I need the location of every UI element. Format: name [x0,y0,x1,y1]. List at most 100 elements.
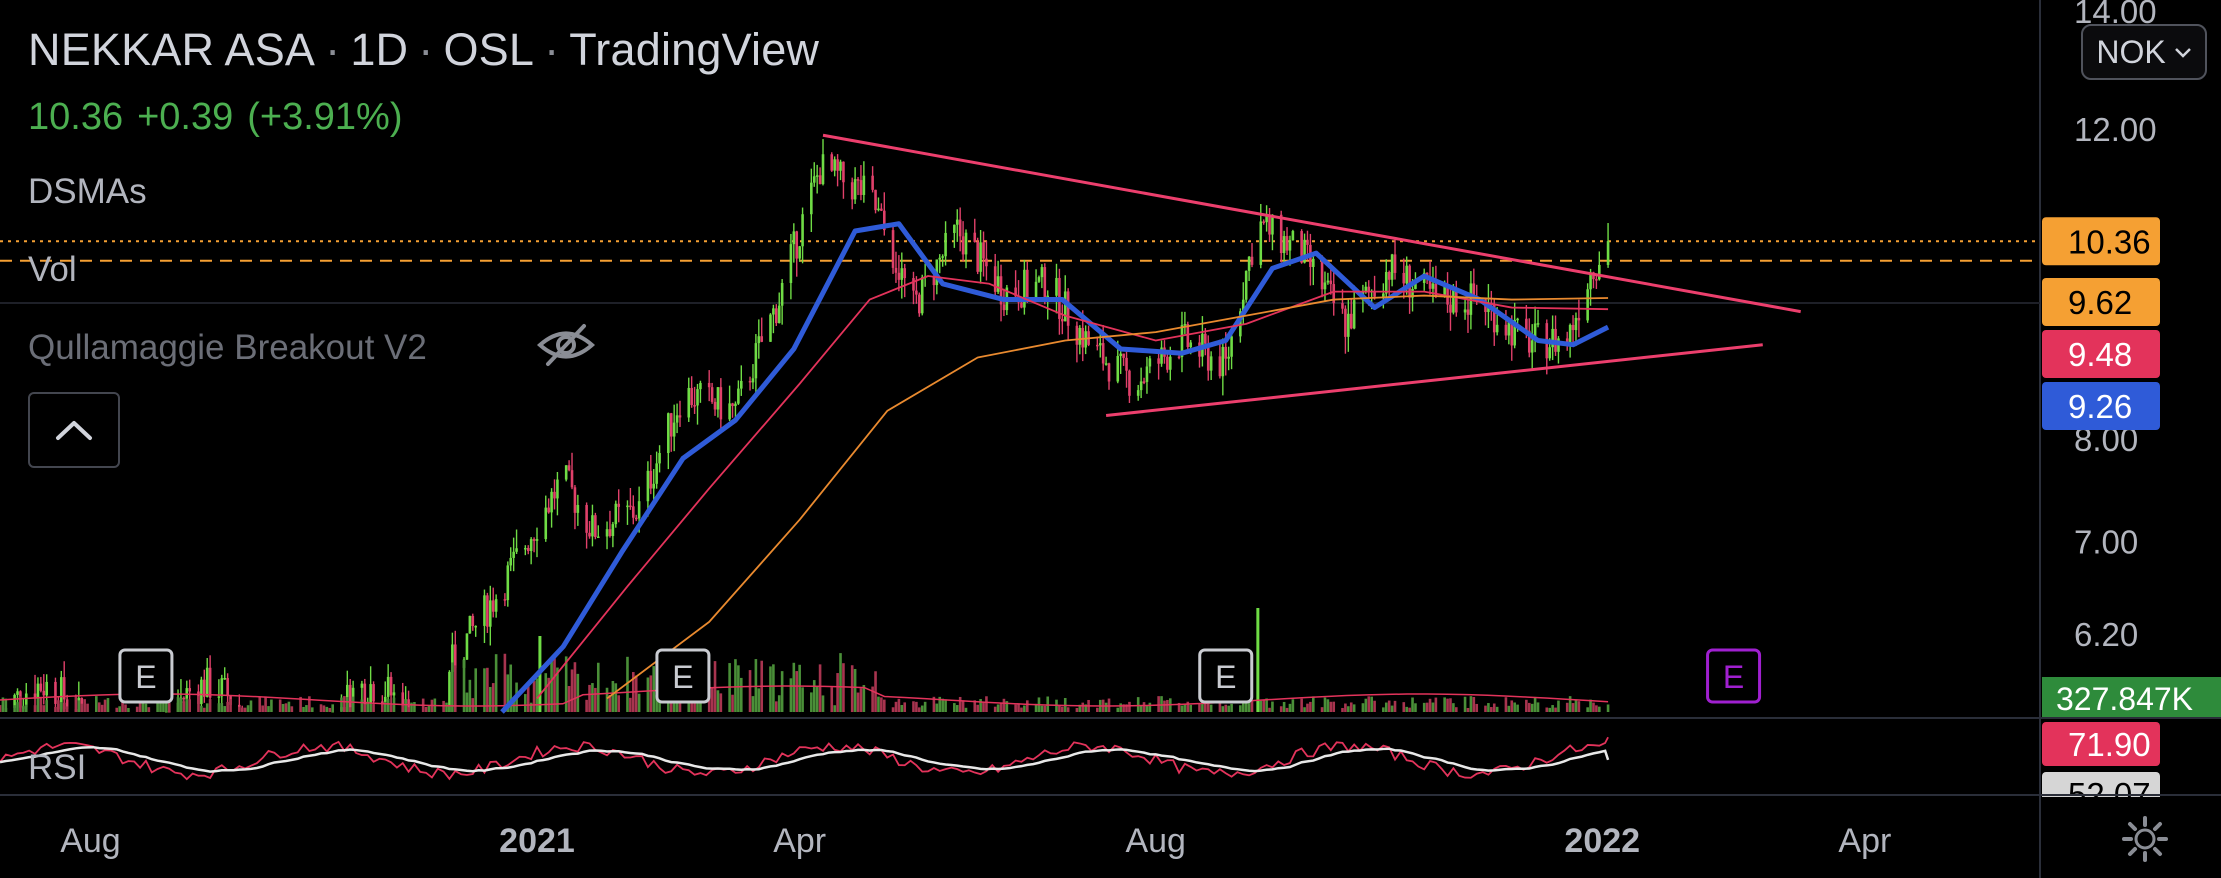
volume-bar [1466,707,1470,712]
volume-bar [915,701,918,712]
interval[interactable]: 1D [350,24,409,75]
volume-bar [1259,700,1263,712]
volume-bar [404,699,407,712]
candle-body [1428,278,1432,289]
volume-label-bg [2042,677,2221,717]
volume-bar [1265,698,1268,712]
volume-bar [941,698,944,712]
candle-body [1367,286,1371,292]
volume-bar [1066,707,1070,712]
candle-body [699,382,702,390]
hidden-eye-icon[interactable] [536,322,596,368]
candle-body [632,506,635,518]
candle-body [979,242,982,272]
volume-bar [710,687,714,712]
volume-bar [261,705,264,712]
volume-bar [1148,702,1152,712]
volume-bar [585,699,588,712]
volume-bar [871,686,874,712]
volume-bar [1221,706,1225,712]
volume-bar [264,696,267,712]
candle-body [798,246,801,259]
candle-body [818,175,822,185]
candle-body [1063,291,1067,322]
currency-select[interactable]: NOK [2081,24,2207,80]
candle-body [944,232,947,257]
candle-body [594,515,597,538]
candle-body [1452,289,1455,313]
candle-body [1268,216,1271,235]
candle-body [1227,356,1230,359]
candle-body [719,387,723,420]
candle-body [862,175,866,195]
earnings-marker: E [655,648,711,704]
volume-bar [588,684,591,712]
ma-line-sma_mid [536,275,1609,700]
volume-bar [310,707,314,712]
volume-bar [1510,700,1514,712]
candle-body [687,387,691,418]
candle-body [821,154,825,185]
volume-bar [165,699,168,712]
indicator-dsmas[interactable]: DSMAs [28,172,147,211]
volume-bar [961,700,965,712]
volume-bar [737,665,740,712]
candle-body [605,529,609,537]
collapse-legend-button[interactable] [28,392,120,468]
volume-bar [1422,702,1426,712]
candle-body [1145,366,1149,382]
candle-body [1101,343,1105,364]
candle-body [1221,346,1225,377]
volume-bar [716,690,720,712]
price-label-badge: 9.48 [2042,330,2160,378]
candle-body [1239,311,1242,337]
price-axis-tick: 6.20 [2074,616,2138,653]
candle-body [1107,363,1111,382]
volume-bar [45,700,48,712]
indicator-breakout[interactable]: Qullamaggie Breakout V2 [28,328,427,367]
volume-bar [1393,700,1397,712]
volume-bar [1344,703,1347,712]
volume-bar [287,701,291,712]
volume-bar [1116,707,1120,712]
candle-body [731,403,734,407]
volume-bar [1309,701,1312,712]
candle-body [200,679,203,704]
indicator-rsi[interactable]: RSI [28,748,87,787]
candle-body [754,343,758,379]
indicator-vol[interactable]: Vol [28,250,77,289]
candle-body [1455,289,1458,313]
volume-bar [1472,697,1476,712]
candle-body [1525,318,1528,331]
volume-bar [1408,707,1411,712]
candle-body [850,182,854,200]
candle-body [1352,300,1356,329]
candle-body [1157,358,1160,364]
volume-bar [281,703,285,712]
volume-bar [238,706,241,712]
volume-bar [576,673,580,712]
candle-body [617,503,621,507]
volume-bar [1247,698,1251,712]
candle-body [1186,324,1190,348]
volume-bar [1285,707,1289,712]
volume-bar [812,680,816,712]
volume-bar [1589,699,1592,712]
volume-label-badge: 327.847K [2042,677,2221,717]
volume-bar [1128,701,1131,712]
volume-bar [217,703,221,712]
price-label-text: 9.26 [2068,388,2132,425]
symbol-name[interactable]: NEKKAR ASA [28,24,316,75]
volume-bar [535,678,539,712]
volume-bar [996,704,1000,712]
candle-body [220,678,224,697]
candle-body [1536,323,1540,325]
volume-bar [506,674,510,712]
gear-icon[interactable] [2120,814,2170,864]
candle-body [1119,353,1122,356]
volume-bar [570,669,574,712]
volume-bar [1218,700,1222,712]
volume-bar [424,706,428,712]
volume-bar [62,702,66,712]
